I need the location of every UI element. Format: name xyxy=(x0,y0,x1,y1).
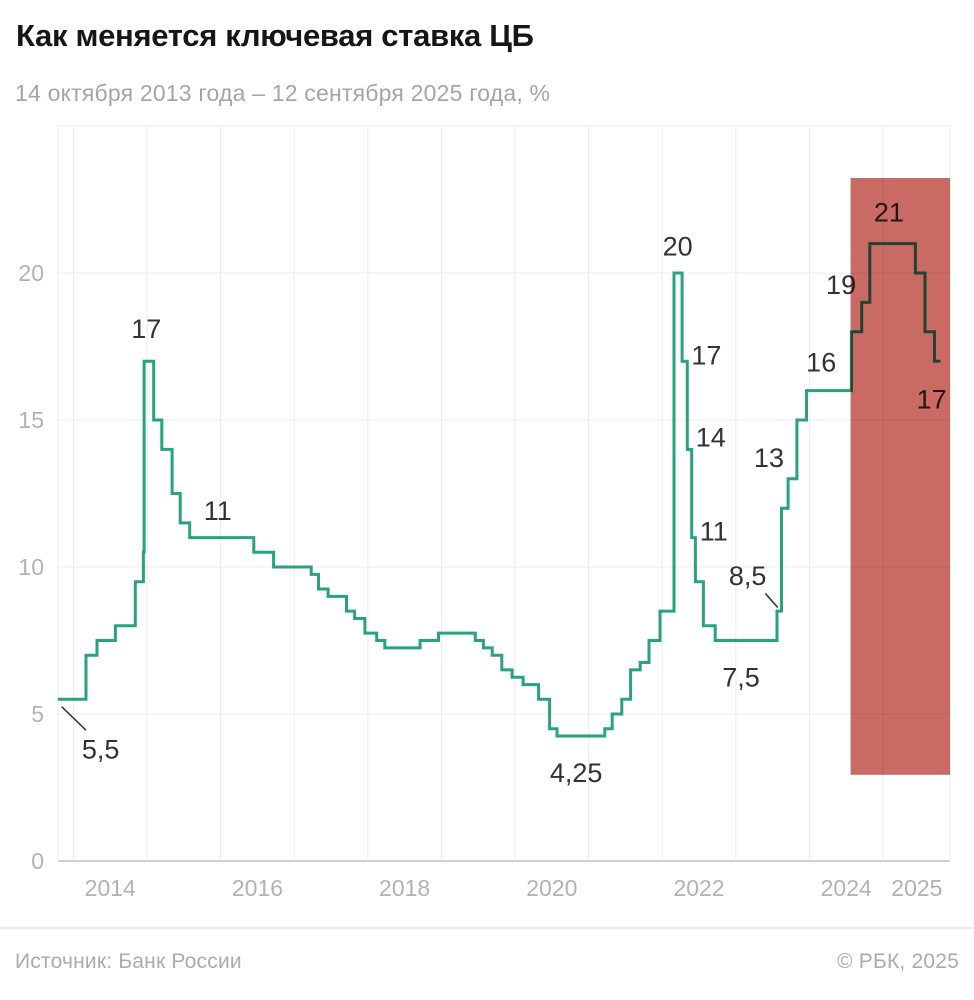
annotation-label: 7,5 xyxy=(722,662,760,692)
y-tick-label: 5 xyxy=(31,701,44,727)
annotation-label: 16 xyxy=(806,348,836,378)
x-tick-label: 2016 xyxy=(232,875,283,901)
annotation-leader-lines xyxy=(61,592,779,731)
highlight-band-2024-2025 xyxy=(850,178,950,775)
footer-copyright: © РБК, 2025 xyxy=(837,950,959,973)
annotation-label: 14 xyxy=(696,423,726,453)
y-tick-label: 10 xyxy=(18,554,44,580)
x-tick-label: 2024 xyxy=(821,875,872,901)
annotation-label: 17 xyxy=(131,314,161,344)
footer-divider xyxy=(0,927,974,929)
annotation-label: 11 xyxy=(204,496,232,526)
y-tick-label: 0 xyxy=(31,848,44,874)
y-tick-label: 20 xyxy=(18,260,44,286)
x-tick-label: 2014 xyxy=(85,875,136,901)
annotation-label: 17 xyxy=(691,340,721,370)
x-tick-label: 2018 xyxy=(379,875,430,901)
chart-subtitle: 14 октября 2013 года – 12 сентября 2025 … xyxy=(15,80,551,106)
x-tick-label: 2025 xyxy=(891,875,942,901)
x-tick-label: 2020 xyxy=(526,875,577,901)
page-title: Как меняется ключевая ставка ЦБ xyxy=(16,18,534,53)
key-rate-step-line xyxy=(58,242,941,738)
annotation-label: 8,5 xyxy=(729,561,767,591)
annotation-label: 20 xyxy=(663,232,693,262)
footer-source: Источник: Банк России xyxy=(15,950,242,973)
annotation-label: 11 xyxy=(700,517,728,547)
y-tick-label: 15 xyxy=(18,407,44,433)
annotation-label: 5,5 xyxy=(82,734,120,764)
grid xyxy=(57,125,951,862)
annotation-label: 4,25 xyxy=(550,758,603,788)
annotation-label: 13 xyxy=(754,443,784,473)
axis-tick-labels: 0 5 10 15 20 2014 2016 2018 2020 2022 2024 2025 xyxy=(18,260,942,901)
x-tick-label: 2022 xyxy=(673,875,724,901)
